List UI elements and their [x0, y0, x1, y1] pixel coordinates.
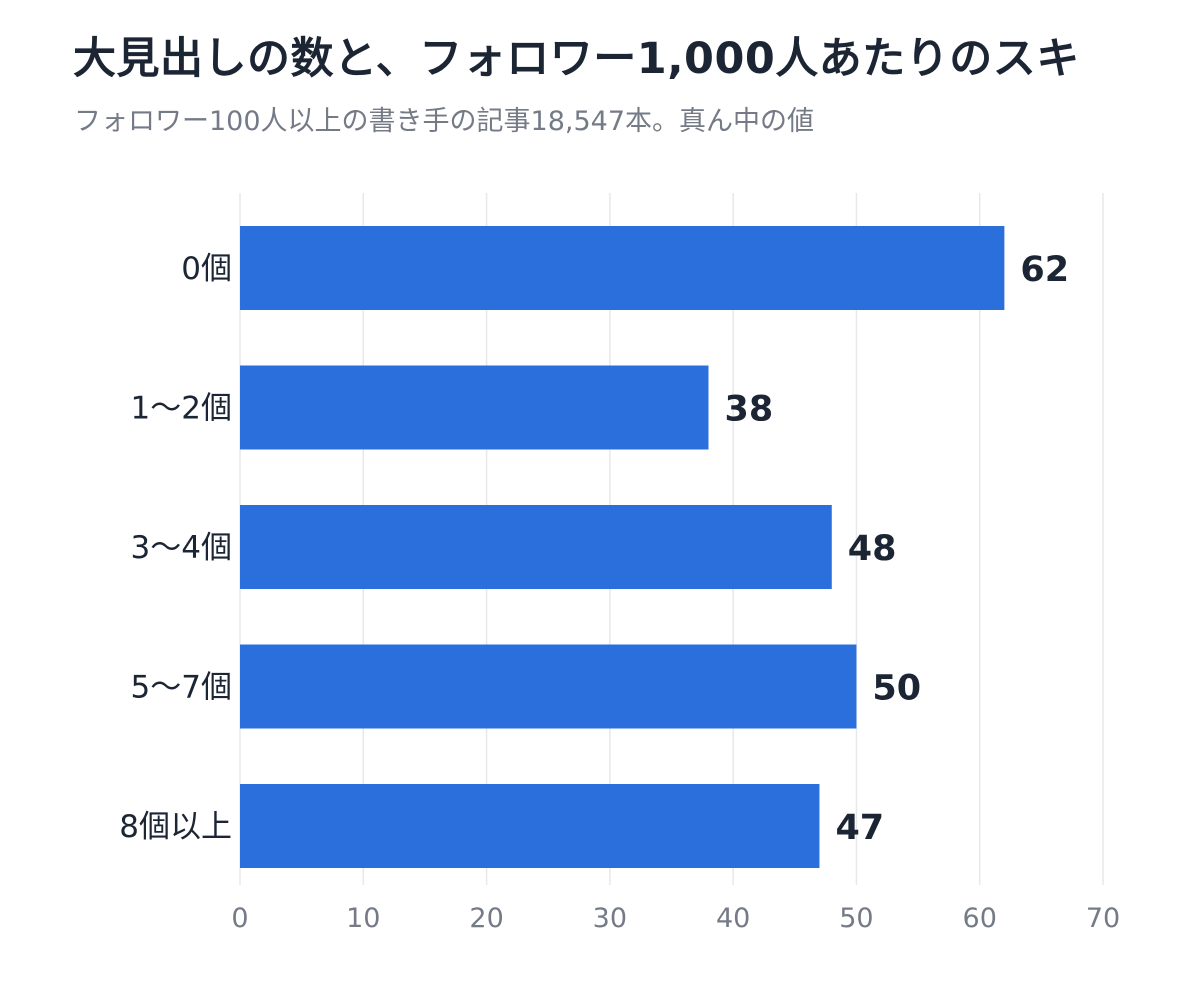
bar-4: [240, 784, 820, 868]
value-label-1: 38: [724, 390, 773, 430]
x-tick-label-10: 10: [346, 903, 380, 934]
category-label-1: 1〜2個: [131, 391, 232, 427]
value-label-2: 48: [848, 529, 897, 569]
chart-title: 大見出しの数と、フォロワー1,000人あたりのスキ: [73, 34, 1080, 84]
x-tick-label-70: 70: [1086, 903, 1120, 934]
value-label-0: 62: [1020, 250, 1069, 290]
x-tick-label-20: 20: [469, 903, 503, 934]
bars: [240, 226, 1005, 868]
x-tick-label-0: 0: [231, 903, 248, 934]
bar-0: [240, 226, 1005, 310]
x-tick-label-30: 30: [593, 903, 627, 934]
x-tick-label-50: 50: [839, 903, 873, 934]
value-label-4: 47: [835, 808, 884, 848]
category-label-2: 3〜4個: [131, 530, 232, 566]
chart-subtitle: フォロワー100人以上の書き手の記事18,547本。真ん中の値: [74, 106, 815, 137]
category-label-0: 0個: [181, 251, 232, 287]
x-tick-label-40: 40: [716, 903, 750, 934]
category-label-3: 5〜7個: [131, 670, 232, 706]
value-label-3: 50: [872, 669, 921, 709]
category-label-4: 8個以上: [119, 809, 232, 845]
x-axis-ticks: 0 10 20 30 40 50 60 70: [231, 903, 1120, 934]
x-tick-label-60: 60: [963, 903, 997, 934]
labels: 0個 62 1〜2個 38 3〜4個 48 5〜7個 50 8個以上 47: [119, 250, 1069, 848]
bar-2: [240, 505, 832, 589]
bar-3: [240, 644, 857, 729]
bar-1: [240, 365, 709, 450]
